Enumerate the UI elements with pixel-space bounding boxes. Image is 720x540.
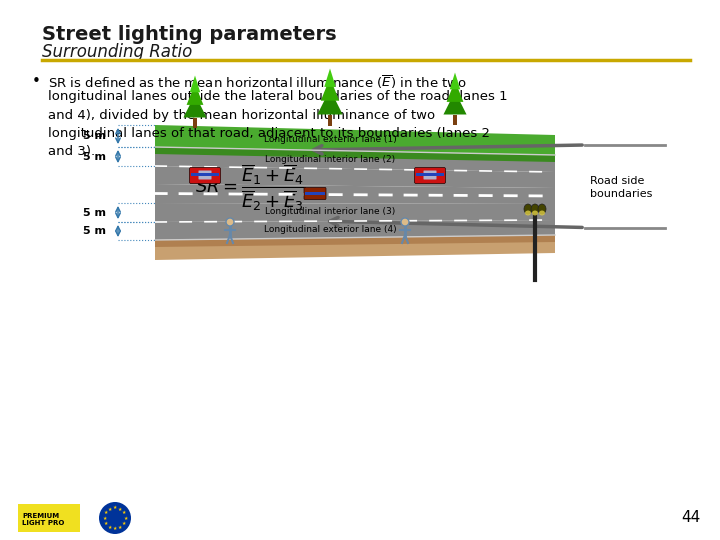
Text: ★: ★ bbox=[102, 516, 107, 521]
Polygon shape bbox=[444, 91, 467, 114]
Bar bbox=[191, 173, 219, 176]
Text: Road side: Road side bbox=[590, 176, 644, 186]
Circle shape bbox=[99, 502, 131, 534]
Bar bbox=[194, 118, 197, 128]
Text: ★: ★ bbox=[113, 505, 117, 510]
Text: •: • bbox=[32, 74, 41, 89]
Polygon shape bbox=[324, 69, 336, 87]
Text: ★: ★ bbox=[122, 510, 126, 515]
Text: 5 m: 5 m bbox=[83, 131, 106, 141]
Ellipse shape bbox=[525, 211, 531, 215]
Polygon shape bbox=[318, 89, 343, 114]
Text: ★: ★ bbox=[118, 507, 122, 511]
Text: PREMIUM: PREMIUM bbox=[22, 513, 59, 519]
Text: 5 m: 5 m bbox=[83, 207, 106, 218]
Bar bbox=[454, 114, 456, 125]
Text: $SR = \dfrac{\overline{E}_1 + \overline{E}_4}{\overline{E}_2 + \overline{E}_3}$: $SR = \dfrac{\overline{E}_1 + \overline{… bbox=[195, 162, 305, 213]
Text: ★: ★ bbox=[122, 521, 126, 526]
Polygon shape bbox=[155, 235, 555, 247]
Text: ★: ★ bbox=[118, 524, 122, 530]
Ellipse shape bbox=[524, 204, 532, 214]
Ellipse shape bbox=[532, 211, 538, 215]
Polygon shape bbox=[190, 76, 200, 92]
Bar bbox=[18, 504, 80, 532]
Polygon shape bbox=[155, 125, 555, 155]
Text: 5 m: 5 m bbox=[83, 226, 106, 236]
Polygon shape bbox=[155, 166, 555, 188]
Text: Street lighting parameters: Street lighting parameters bbox=[42, 25, 337, 44]
Ellipse shape bbox=[531, 204, 539, 214]
FancyBboxPatch shape bbox=[199, 171, 212, 179]
FancyBboxPatch shape bbox=[304, 187, 326, 199]
Ellipse shape bbox=[539, 211, 545, 215]
FancyBboxPatch shape bbox=[415, 167, 446, 184]
Text: Longitudinal exterior lane (1): Longitudinal exterior lane (1) bbox=[264, 135, 397, 144]
Polygon shape bbox=[155, 220, 555, 240]
Text: Longitudinal exterior lane (4): Longitudinal exterior lane (4) bbox=[264, 225, 396, 234]
Polygon shape bbox=[321, 78, 339, 100]
Text: LIGHT PRO: LIGHT PRO bbox=[22, 520, 64, 526]
Bar bbox=[328, 114, 332, 126]
Text: ★: ★ bbox=[104, 521, 108, 526]
Polygon shape bbox=[155, 184, 555, 204]
Text: ★: ★ bbox=[107, 507, 112, 511]
Polygon shape bbox=[446, 81, 464, 102]
Text: ★: ★ bbox=[113, 526, 117, 531]
Polygon shape bbox=[155, 235, 555, 260]
Ellipse shape bbox=[538, 204, 546, 214]
Text: ★: ★ bbox=[107, 524, 112, 530]
Text: ★: ★ bbox=[104, 510, 108, 515]
Polygon shape bbox=[184, 94, 207, 118]
Polygon shape bbox=[186, 84, 204, 105]
Text: Longitudinal interior lane (3): Longitudinal interior lane (3) bbox=[265, 207, 395, 216]
Text: Surrounding Ratio: Surrounding Ratio bbox=[42, 43, 192, 61]
Polygon shape bbox=[155, 203, 555, 222]
Text: longitudinal lanes outside the lateral boundaries of the road (lanes 1
and 4), d: longitudinal lanes outside the lateral b… bbox=[48, 90, 508, 159]
Polygon shape bbox=[155, 147, 555, 172]
Bar bbox=[305, 192, 325, 194]
FancyBboxPatch shape bbox=[423, 171, 436, 179]
Polygon shape bbox=[155, 147, 555, 162]
Polygon shape bbox=[450, 72, 460, 89]
Text: SR is defined as the mean horizontal illuminance ($\overline{E}$) in the two: SR is defined as the mean horizontal ill… bbox=[48, 74, 467, 91]
Text: 44: 44 bbox=[680, 510, 700, 525]
Circle shape bbox=[401, 218, 409, 226]
Text: boundaries: boundaries bbox=[590, 189, 652, 199]
Text: Longitudinal interior lane (2): Longitudinal interior lane (2) bbox=[265, 156, 395, 165]
FancyBboxPatch shape bbox=[189, 167, 220, 184]
Bar bbox=[416, 173, 444, 176]
Text: 5 m: 5 m bbox=[83, 152, 106, 161]
Text: ★: ★ bbox=[123, 516, 127, 521]
Circle shape bbox=[226, 218, 234, 226]
